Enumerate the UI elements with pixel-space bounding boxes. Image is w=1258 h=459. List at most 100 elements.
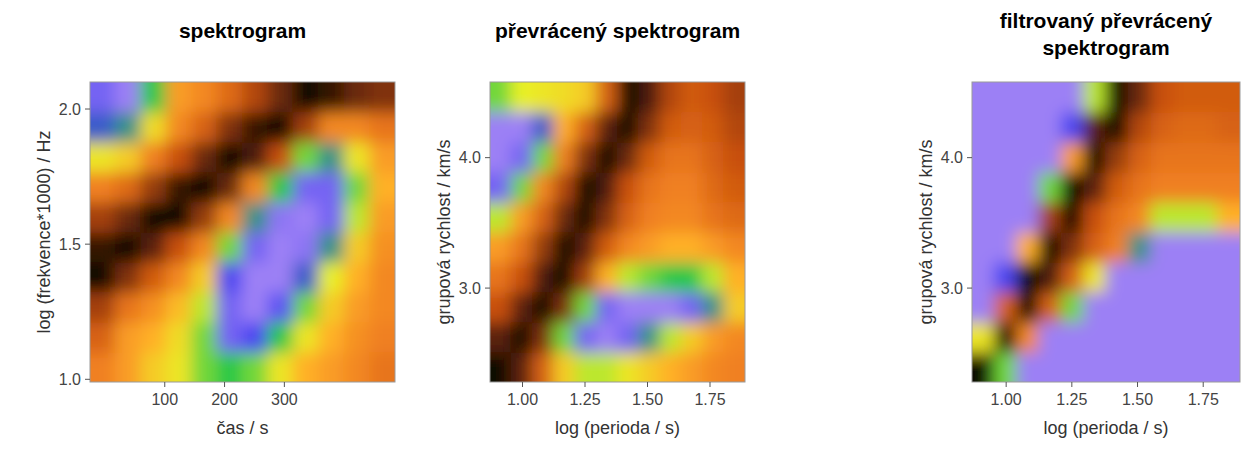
heatmap-cell bbox=[1128, 292, 1151, 323]
heatmap-cell bbox=[511, 112, 533, 143]
heatmap-cell bbox=[1217, 112, 1240, 143]
heatmap-cell bbox=[344, 142, 370, 173]
heatmap-cell bbox=[1217, 352, 1240, 383]
heatmap-cell bbox=[166, 322, 192, 353]
heatmap-cell bbox=[1195, 142, 1218, 173]
x-tick-label: 1.50 bbox=[1122, 391, 1153, 408]
heatmap-cell bbox=[490, 292, 512, 323]
x-tick-label: 1.25 bbox=[1056, 391, 1087, 408]
heatmap-cell bbox=[1083, 262, 1106, 293]
x-tick bbox=[647, 382, 648, 387]
x-tick bbox=[164, 382, 165, 387]
heatmap-cell bbox=[1106, 82, 1129, 113]
heatmap-cell bbox=[660, 172, 682, 203]
heatmap-cell bbox=[344, 352, 370, 383]
heatmap-cell bbox=[1039, 292, 1062, 323]
plot-area bbox=[490, 82, 745, 382]
heatmap-cell bbox=[90, 172, 116, 203]
heatmap-cell bbox=[617, 232, 639, 263]
heatmap-cell bbox=[1061, 292, 1084, 323]
x-tick bbox=[585, 382, 586, 387]
heatmap-cell bbox=[532, 292, 554, 323]
heatmap-cell bbox=[972, 352, 995, 383]
heatmap-cell bbox=[575, 292, 597, 323]
heatmap-cell bbox=[1083, 112, 1106, 143]
heatmap-cell bbox=[369, 232, 395, 263]
heatmap-cell bbox=[490, 232, 512, 263]
heatmap-cell bbox=[723, 112, 745, 143]
heatmap-cell bbox=[1195, 352, 1218, 383]
heatmap-cell bbox=[617, 142, 639, 173]
heatmap-cell bbox=[191, 322, 217, 353]
heatmap-cell bbox=[1083, 322, 1106, 353]
heatmap-cell bbox=[1016, 292, 1039, 323]
x-tick-label: 1.25 bbox=[569, 391, 600, 408]
heatmap-cell bbox=[1061, 112, 1084, 143]
heatmap-cell bbox=[267, 82, 293, 113]
x-axis-title: log (perioda / s) bbox=[1043, 418, 1168, 438]
figure: 1002003001.01.52.0čas / slog (frekvence*… bbox=[0, 0, 1258, 459]
x-tick bbox=[710, 382, 711, 387]
heatmap-cell bbox=[994, 352, 1017, 383]
heatmap-cell bbox=[1150, 172, 1173, 203]
heatmap-cell bbox=[191, 142, 217, 173]
heatmap-cell bbox=[140, 232, 166, 263]
heatmap-cell bbox=[166, 232, 192, 263]
heatmap-cell bbox=[532, 262, 554, 293]
heatmap-cell bbox=[344, 232, 370, 263]
x-tick-label: 1.50 bbox=[632, 391, 663, 408]
heatmap-cell bbox=[702, 172, 724, 203]
heatmap-cell bbox=[617, 202, 639, 233]
heatmap-cell bbox=[318, 292, 344, 323]
heatmap-cell bbox=[1039, 232, 1062, 263]
heatmap-cell bbox=[638, 82, 660, 113]
heatmap-cell bbox=[191, 82, 217, 113]
heatmap-cell bbox=[723, 232, 745, 263]
heatmap-cell bbox=[1106, 112, 1129, 143]
heatmap-cell bbox=[1083, 82, 1106, 113]
heatmap-cell bbox=[681, 262, 703, 293]
heatmap-cell bbox=[617, 172, 639, 203]
heatmap-cell bbox=[1150, 142, 1173, 173]
heatmap-cell bbox=[994, 112, 1017, 143]
panel: 1.001.251.501.753.04.0log (perioda / s)g… bbox=[916, 9, 1258, 438]
heatmap-cell bbox=[511, 172, 533, 203]
heatmap-cell bbox=[490, 202, 512, 233]
heatmap-cell bbox=[681, 172, 703, 203]
heatmap-cell bbox=[1039, 352, 1062, 383]
y-tick bbox=[485, 157, 490, 158]
heatmap-cell bbox=[267, 322, 293, 353]
panel-title: spektrogram bbox=[179, 19, 306, 42]
heatmap-cells bbox=[90, 82, 395, 382]
heatmap-cell bbox=[267, 352, 293, 383]
panel-title: převrácený spektrogram bbox=[495, 19, 740, 42]
heatmap-cell bbox=[293, 142, 319, 173]
y-tick bbox=[85, 244, 90, 245]
heatmap-cell bbox=[318, 82, 344, 113]
heatmap-cell bbox=[532, 232, 554, 263]
heatmap-cell bbox=[596, 82, 618, 113]
heatmap-cell bbox=[596, 172, 618, 203]
heatmap-cell bbox=[191, 202, 217, 233]
heatmap-cell bbox=[369, 262, 395, 293]
heatmap-cell bbox=[1128, 322, 1151, 353]
heatmap-cell bbox=[490, 82, 512, 113]
heatmap-cell bbox=[1217, 172, 1240, 203]
heatmap-cell bbox=[1150, 262, 1173, 293]
heatmap-cell bbox=[532, 142, 554, 173]
heatmap-cell bbox=[344, 172, 370, 203]
heatmap-cell bbox=[596, 292, 618, 323]
heatmap-cell bbox=[217, 82, 243, 113]
heatmap-cell bbox=[90, 142, 116, 173]
heatmap-cell bbox=[596, 232, 618, 263]
x-axis-title: log (perioda / s) bbox=[555, 418, 680, 438]
heatmap-cell bbox=[638, 142, 660, 173]
heatmap-cell bbox=[553, 292, 575, 323]
heatmap-cell bbox=[1195, 82, 1218, 113]
heatmap-cell bbox=[972, 322, 995, 353]
heatmap-cell bbox=[972, 292, 995, 323]
heatmap-cell bbox=[660, 322, 682, 353]
heatmap-cell bbox=[242, 292, 268, 323]
heatmap-cell bbox=[511, 322, 533, 353]
heatmap-cell bbox=[140, 262, 166, 293]
